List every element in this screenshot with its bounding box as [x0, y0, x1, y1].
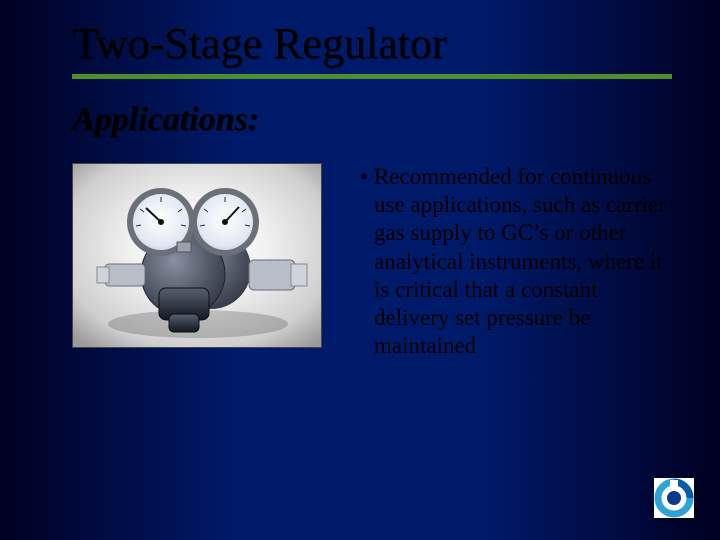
content-row: • Recommended for continuous use applica… — [72, 163, 672, 359]
regulator-image — [72, 163, 322, 348]
slide-title: Two-Stage Regulator — [72, 20, 672, 79]
bullet-block: • Recommended for continuous use applica… — [340, 163, 672, 359]
regulator-svg — [73, 164, 322, 348]
bullet-item: • Recommended for continuous use applica… — [340, 163, 672, 359]
slide: Two-Stage Regulator Applications: — [0, 0, 720, 540]
bullet-marker: • — [360, 164, 368, 189]
bullet-text: Recommended for continuous use applicati… — [374, 164, 666, 357]
logo-icon — [654, 478, 694, 518]
slide-subtitle: Applications: — [72, 101, 672, 139]
